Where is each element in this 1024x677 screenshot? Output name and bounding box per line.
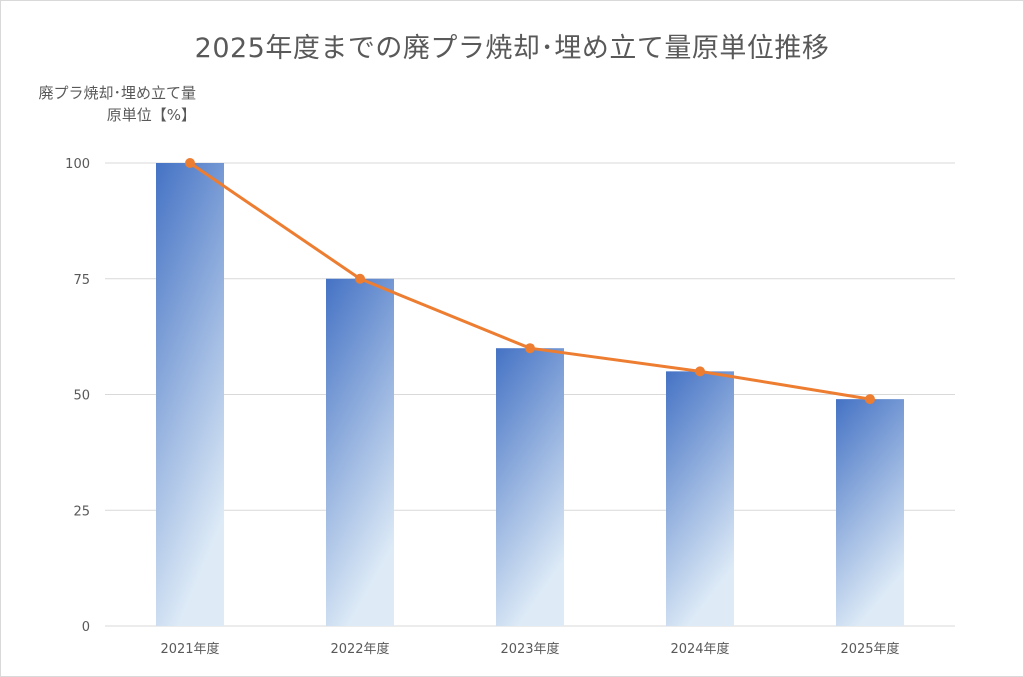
x-tick-label: 2024年度 — [670, 641, 729, 657]
x-tick-label: 2022年度 — [330, 641, 389, 657]
line-point — [865, 394, 875, 405]
x-tick-labels: 2021年度 2022年度 2023年度 2024年度 2025年度 — [160, 641, 899, 657]
y-tick-label: 100 — [65, 157, 90, 172]
y-axis-label-line-1: 廃プラ焼却･埋め立て量 — [38, 84, 196, 102]
chart-title: 2025年度までの廃プラ焼却･埋め立て量原単位推移 — [194, 33, 830, 64]
bar — [326, 278, 394, 626]
x-tick-label: 2025年度 — [840, 641, 899, 657]
line-point — [185, 158, 195, 168]
bar — [496, 348, 564, 626]
bars — [156, 163, 904, 626]
x-tick-label: 2023年度 — [500, 641, 559, 657]
y-tick-label: 0 — [82, 620, 90, 635]
x-tick-label: 2021年度 — [160, 641, 219, 657]
bar — [666, 371, 734, 626]
y-tick-label: 25 — [73, 504, 90, 519]
line-point — [355, 273, 365, 284]
y-tick-label: 75 — [73, 273, 90, 288]
y-axis-label: 廃プラ焼却･埋め立て量 原単位【%】 — [0, 82, 196, 126]
line-point — [525, 343, 535, 354]
trend-line — [185, 158, 875, 405]
line-point — [695, 366, 705, 377]
y-axis-label-line-2: 原単位【%】 — [106, 106, 196, 124]
bar — [156, 163, 224, 626]
bar — [836, 399, 904, 626]
y-tick-label: 50 — [73, 389, 90, 404]
y-tick-labels: 0 25 50 75 100 — [65, 157, 90, 635]
